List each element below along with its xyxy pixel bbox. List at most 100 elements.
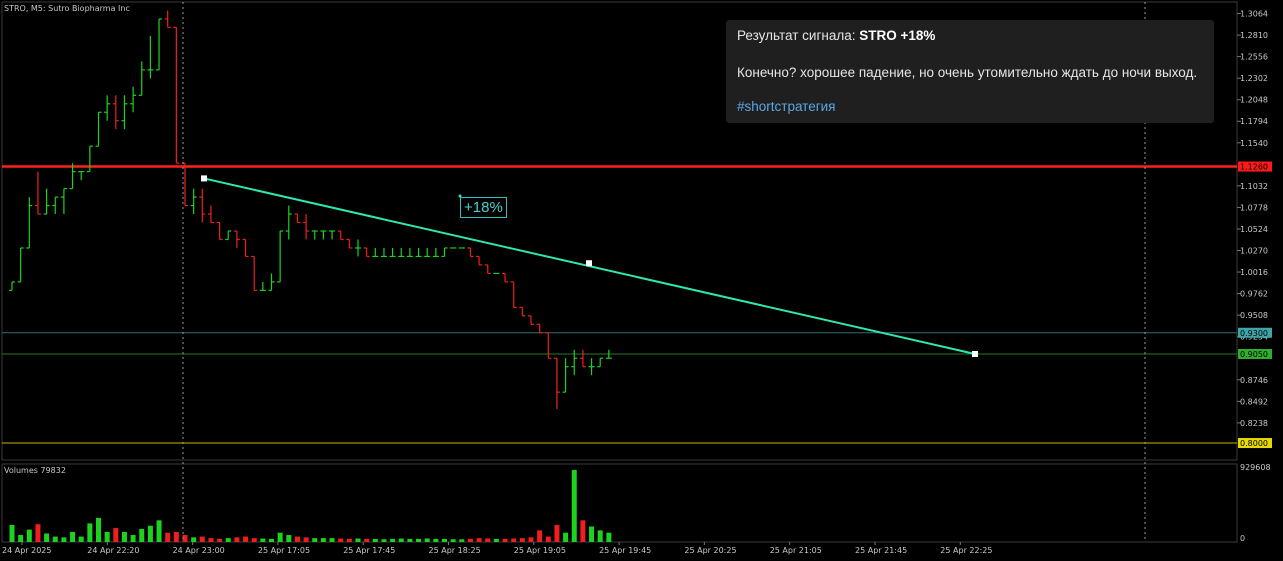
price-tick-label: 0.9762 — [1240, 290, 1268, 299]
time-axis-label: 25 Apr 19:05 — [514, 546, 566, 555]
volume-bar — [70, 531, 76, 542]
volume-bar — [493, 538, 499, 542]
price-tick-label: 1.2048 — [1240, 96, 1268, 105]
signal-message: Конечно? хорошее падение, но очень утоми… — [737, 65, 1198, 80]
volume-bar — [44, 533, 50, 542]
time-axis-label: 25 Apr 20:25 — [684, 546, 736, 555]
time-axis-label: 24 Apr 22:20 — [87, 546, 139, 555]
volume-bar — [191, 537, 197, 542]
volume-bar — [35, 524, 41, 542]
volume-bar — [139, 528, 145, 542]
price-tick-label: 0.9508 — [1240, 311, 1268, 320]
price-tag — [1238, 438, 1272, 449]
volume-bar — [96, 517, 101, 542]
time-axis-label: 25 Apr 22:25 — [940, 546, 992, 555]
volume-bar — [312, 538, 318, 542]
price-tick-label: 1.3064 — [1240, 10, 1268, 19]
volume-bar — [87, 523, 93, 542]
volume-tick-label: 0 — [1240, 534, 1245, 543]
price-tick-label: 1.0524 — [1240, 225, 1268, 234]
volume-bar — [459, 539, 465, 542]
volume-bar — [597, 530, 603, 542]
time-axis-label: 24 Apr 2025 — [2, 546, 51, 555]
time-axis-label: 25 Apr 21:45 — [855, 546, 907, 555]
volume-bar — [338, 538, 344, 542]
volume-bar — [372, 538, 378, 542]
volume-bar — [571, 470, 577, 542]
volume-bar — [277, 532, 283, 542]
price-tick-label: 1.0778 — [1240, 203, 1268, 212]
signal-title-value: STRO +18% — [859, 28, 936, 43]
volume-bar — [147, 525, 153, 542]
volume-bar — [286, 535, 292, 542]
volume-bar — [563, 532, 569, 542]
volume-bar — [346, 538, 352, 542]
time-axis-label: 24 Apr 23:00 — [173, 546, 225, 555]
volume-bar — [199, 536, 205, 542]
volume-bar — [442, 538, 447, 542]
volume-bar — [294, 536, 300, 542]
volume-bar — [467, 538, 473, 542]
volume-bar — [303, 537, 309, 542]
volume-bar — [121, 531, 127, 542]
volume-bar — [217, 538, 223, 542]
trendline-handle — [586, 260, 592, 267]
volume-bar — [381, 539, 387, 542]
signal-result-card: Результат сигнала: STRO +18% Конечно? хо… — [726, 20, 1214, 123]
volume-bar — [485, 538, 491, 542]
volume-pane-frame — [1, 463, 1238, 543]
volume-bar — [52, 536, 58, 542]
volume-bar — [61, 537, 67, 542]
trendline-handle — [201, 175, 207, 182]
volume-bar — [208, 538, 214, 542]
price-tick-label: 0.8238 — [1240, 419, 1268, 428]
volume-bar — [18, 535, 24, 542]
volume-bar — [450, 539, 456, 542]
volume-bar — [260, 538, 266, 542]
time-axis-label: 25 Apr 21:05 — [770, 546, 822, 555]
volume-bar — [398, 538, 404, 542]
symbol-title: STRO, M5: Sutro Biopharma Inc — [4, 4, 130, 13]
price-tag-label: 0.8000 — [1240, 439, 1268, 448]
volume-bar — [173, 531, 179, 542]
price-tag-label: 1.1260 — [1240, 163, 1268, 172]
volume-bar — [243, 536, 249, 542]
price-tag — [1238, 327, 1272, 338]
price-tag-label: 0.9300 — [1240, 329, 1268, 338]
volume-bar — [545, 536, 551, 542]
price-pane-frame — [1, 1, 1238, 461]
signal-title: Результат сигнала: STRO +18% — [737, 28, 935, 43]
volume-bar — [329, 538, 335, 542]
volume-bar — [225, 538, 231, 542]
volume-bar — [580, 520, 586, 542]
volume-bar — [416, 538, 422, 542]
volume-bar — [251, 538, 257, 542]
time-axis-label: 25 Apr 18:25 — [429, 546, 481, 555]
label-anchor-point — [458, 194, 462, 198]
price-tick-label: 1.2556 — [1240, 53, 1268, 62]
volume-bar — [528, 537, 534, 542]
volume-bar — [433, 538, 439, 542]
volume-bar — [511, 538, 517, 542]
volume-bar — [355, 538, 361, 542]
price-tick-label: 1.0016 — [1240, 268, 1268, 277]
signal-percent-label[interactable]: +18% — [460, 197, 507, 218]
price-tick-label: 1.1794 — [1240, 117, 1268, 126]
volume-bar — [554, 524, 560, 542]
volume-bar — [78, 536, 84, 542]
signal-hashtag[interactable]: #shortстратегия — [737, 99, 836, 114]
volume-bar — [26, 529, 32, 542]
price-tick-label: 1.0270 — [1240, 247, 1268, 256]
volume-bar — [519, 538, 525, 542]
volume-bar — [476, 538, 482, 542]
volumes-title: Volumes 79832 — [4, 466, 66, 475]
volume-tick-label: 929608 — [1240, 463, 1271, 472]
volume-bar — [537, 530, 543, 542]
volume-bar — [320, 538, 326, 542]
price-tick-label: 1.1540 — [1240, 139, 1268, 148]
volume-bar — [165, 532, 171, 542]
volume-bar — [113, 528, 119, 542]
volume-bar — [269, 538, 274, 542]
volume-bar — [234, 537, 240, 542]
